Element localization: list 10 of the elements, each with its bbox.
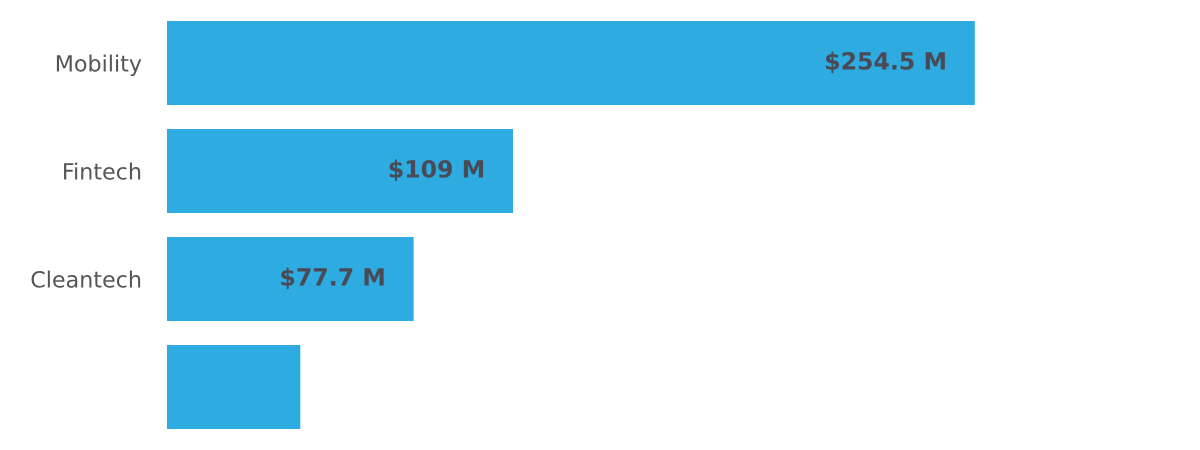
y-tick-label: Fintech: [64, 162, 141, 180]
bar: [167, 344, 301, 430]
bar: [167, 128, 513, 214]
data-label: $109 M: [389, 159, 484, 181]
y-tick-label: Mobility: [56, 54, 142, 77]
data-label: $77.7 M: [281, 267, 384, 289]
bar: [167, 20, 975, 106]
data-label: $254.5 M: [826, 51, 945, 73]
bar: [167, 236, 414, 322]
y-tick-label: Cleantech: [31, 270, 141, 288]
